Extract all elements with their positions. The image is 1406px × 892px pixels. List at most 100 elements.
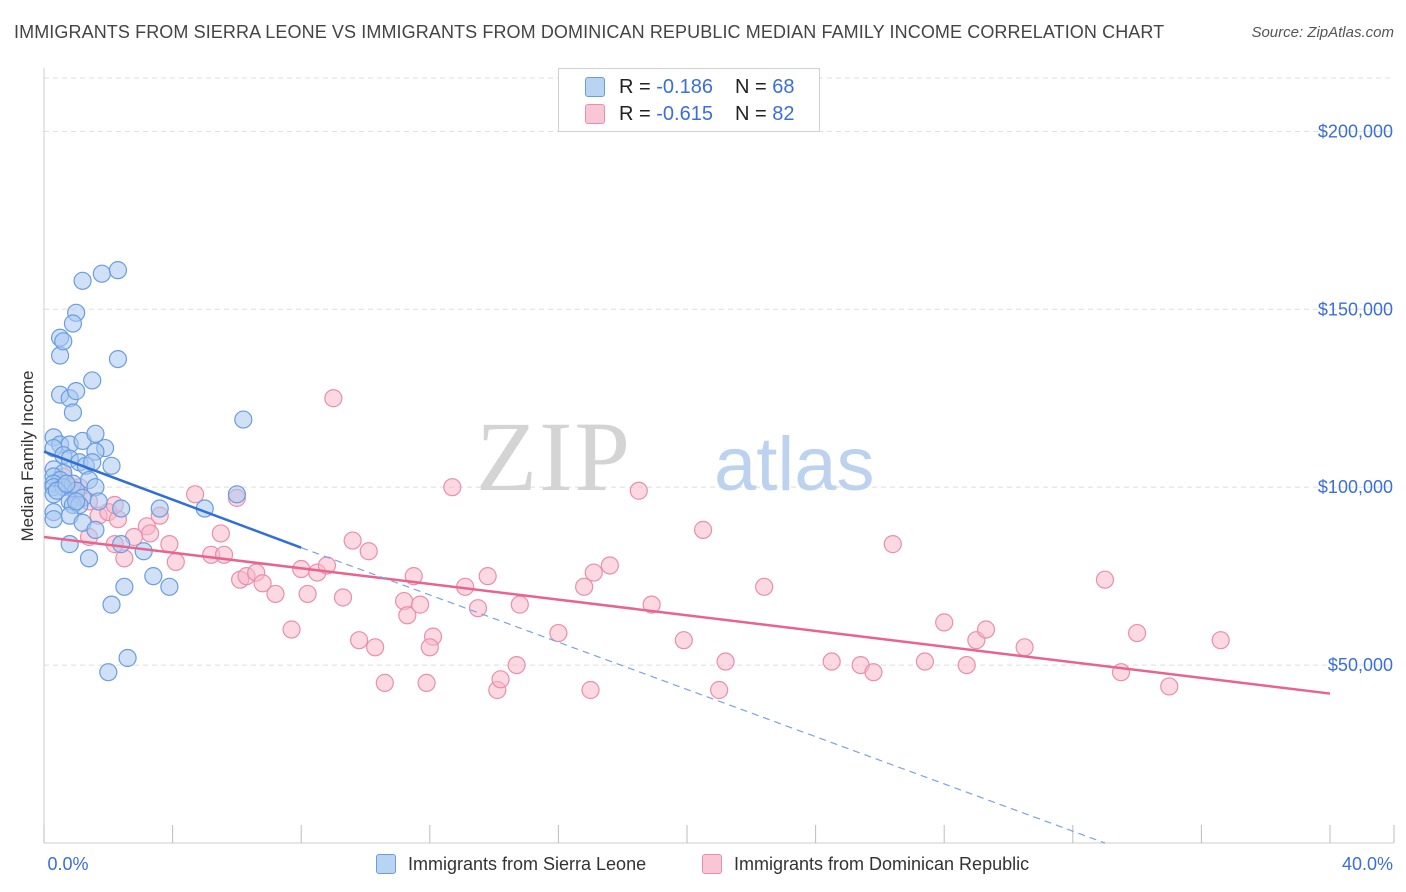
- chart-title: IMMIGRANTS FROM SIERRA LEONE VS IMMIGRAN…: [14, 22, 1165, 42]
- trendline-dominican-republic: [43, 535, 1331, 695]
- point-sierra-leone: [44, 510, 63, 529]
- stats-legend: R = -0.186 N = 68 R = -0.615 N = 82: [558, 68, 820, 132]
- point-sierra-leone: [102, 595, 121, 614]
- point-dominican-republic: [443, 478, 462, 497]
- point-sierra-leone: [115, 577, 134, 596]
- point-dominican-republic: [375, 673, 394, 692]
- point-dominican-republic: [468, 599, 488, 618]
- bottom-legend-label-2: Immigrants from Dominican Republic: [734, 853, 1030, 874]
- watermark-atlas: atlas: [714, 422, 875, 507]
- point-dominican-republic: [600, 556, 619, 575]
- point-sierra-leone: [150, 499, 169, 518]
- point-dominican-republic: [755, 577, 774, 596]
- legend-row-series-2: R = -0.615 N = 82: [585, 102, 794, 126]
- point-sierra-leone: [112, 535, 131, 554]
- point-sierra-leone: [160, 577, 179, 596]
- point-dominican-republic: [1095, 570, 1115, 589]
- point-dominican-republic: [333, 588, 353, 607]
- point-dominican-republic: [160, 535, 179, 554]
- legend-r-label-2: R =: [619, 102, 651, 125]
- point-dominican-republic: [420, 638, 439, 657]
- point-sierra-leone: [86, 424, 105, 443]
- legend-row-series-1: R = -0.186 N = 68: [585, 75, 794, 99]
- point-dominican-republic: [166, 552, 185, 572]
- point-sierra-leone: [144, 567, 163, 586]
- point-dominican-republic: [822, 652, 841, 671]
- source-label: Source: ZipAtlas.com: [1251, 24, 1394, 41]
- point-dominican-republic: [864, 663, 883, 682]
- point-sierra-leone: [67, 382, 86, 401]
- legend-n-value-2: 82: [772, 102, 795, 125]
- legend-r-value-2: -0.615: [656, 102, 713, 125]
- point-sierra-leone: [92, 264, 111, 283]
- point-sierra-leone: [83, 371, 102, 390]
- y-tick-label: $200,000: [1318, 121, 1393, 141]
- y-tick-label: $150,000: [1318, 299, 1393, 319]
- point-dominican-republic: [349, 631, 369, 650]
- legend-swatch-series-1: [585, 77, 605, 97]
- point-dominican-republic: [1160, 677, 1179, 696]
- point-dominican-republic: [186, 485, 205, 504]
- point-dominican-republic: [366, 638, 385, 657]
- point-dominican-republic: [282, 620, 301, 639]
- trendline-sierra-leone: [43, 450, 302, 549]
- point-dominican-republic: [253, 574, 272, 593]
- point-sierra-leone: [112, 499, 131, 518]
- point-dominican-republic: [642, 595, 661, 614]
- point-dominican-republic: [935, 613, 954, 632]
- axis-layer: [43, 68, 1395, 844]
- point-dominican-republic: [1015, 638, 1034, 657]
- point-dominican-republic: [140, 524, 160, 543]
- point-dominican-republic: [575, 577, 594, 596]
- point-dominican-republic: [324, 389, 343, 408]
- point-sierra-leone: [227, 485, 246, 504]
- point-dominican-republic: [674, 631, 693, 650]
- point-sierra-leone: [79, 549, 99, 568]
- point-sierra-leone: [57, 474, 76, 493]
- point-dominican-republic: [359, 542, 378, 561]
- point-dominican-republic: [915, 652, 935, 671]
- trend-layer: [43, 450, 1331, 844]
- point-sierra-leone: [108, 349, 128, 369]
- point-dominican-republic: [298, 584, 317, 604]
- watermark: ZIP atlas: [476, 401, 875, 512]
- legend-n-label-1: N =: [734, 75, 767, 98]
- bottom-legend-item-1: Immigrants from Sierra Leone: [376, 852, 646, 876]
- point-dominican-republic: [710, 680, 729, 700]
- point-dominican-republic: [693, 520, 713, 539]
- point-dominican-republic: [491, 670, 510, 689]
- x-tick-label: 0.0%: [47, 854, 88, 874]
- point-sierra-leone: [67, 492, 86, 511]
- point-dominican-republic: [957, 655, 976, 675]
- point-dominican-republic: [716, 652, 735, 671]
- point-dominican-republic: [266, 584, 285, 604]
- point-sierra-leone: [118, 648, 137, 668]
- point-sierra-leone: [99, 663, 118, 682]
- y-tick-label: $50,000: [1328, 655, 1393, 675]
- point-dominican-republic: [510, 595, 529, 614]
- legend-n-value-1: 68: [772, 75, 795, 98]
- point-dominican-republic: [478, 567, 497, 586]
- point-dominican-republic: [581, 680, 600, 700]
- point-sierra-leone: [134, 542, 153, 561]
- points-layer: [44, 261, 1230, 700]
- point-dominican-republic: [629, 481, 648, 500]
- bottom-legend-label-1: Immigrants from Sierra Leone: [408, 853, 647, 874]
- point-sierra-leone: [102, 456, 121, 475]
- legend-n-label-2: N =: [734, 102, 767, 125]
- point-sierra-leone: [234, 410, 253, 429]
- point-dominican-republic: [343, 531, 362, 550]
- point-sierra-leone: [89, 492, 108, 511]
- bottom-legend-swatch-2: [702, 854, 722, 874]
- point-sierra-leone: [73, 271, 92, 290]
- point-dominican-republic: [398, 606, 417, 625]
- point-dominican-republic: [1211, 631, 1230, 650]
- point-sierra-leone: [63, 403, 83, 422]
- point-dominican-republic: [976, 620, 996, 639]
- point-sierra-leone: [63, 314, 83, 333]
- bottom-legend-item-2: Immigrants from Dominican Republic: [702, 852, 1029, 876]
- point-sierra-leone: [108, 261, 128, 280]
- point-sierra-leone: [86, 520, 105, 539]
- point-dominican-republic: [1127, 623, 1147, 643]
